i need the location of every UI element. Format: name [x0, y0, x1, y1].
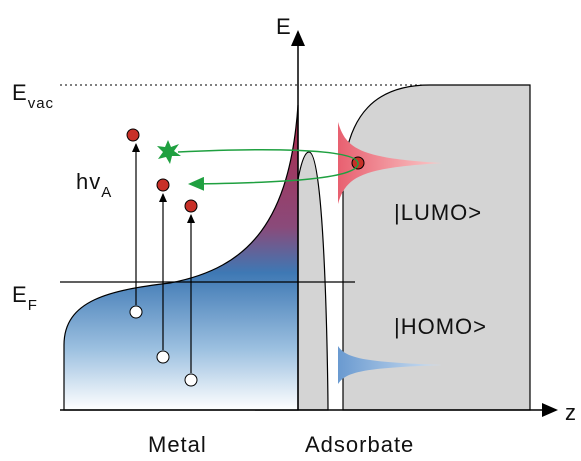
burst: [157, 140, 181, 164]
adsorbate-label: Adsorbate: [305, 432, 414, 457]
electron: [127, 129, 139, 141]
electron: [185, 200, 197, 212]
metal-label: Metal: [148, 432, 207, 457]
vacuum-label: Evac: [12, 80, 54, 112]
label-main: E: [12, 282, 28, 307]
diagram: E z Evac hvA EF |LUMO> |HOMO> Metal Adso…: [0, 0, 581, 461]
z-label: z: [565, 400, 577, 425]
hole: [185, 374, 197, 386]
fermi-label: EF: [12, 282, 38, 314]
metal-band: [64, 105, 298, 410]
photon-label: hvA: [76, 169, 112, 201]
label-main: hv: [76, 169, 101, 194]
label-sub: F: [28, 297, 38, 314]
transfer-arrow: [178, 150, 358, 184]
lumo-label: |LUMO>: [394, 200, 482, 225]
label-sub: vac: [28, 95, 54, 112]
hole: [130, 306, 142, 318]
hole: [157, 351, 169, 363]
label-main: E: [12, 80, 28, 105]
label-sub: A: [101, 184, 112, 201]
electron: [157, 179, 169, 191]
homo-label: |HOMO>: [394, 314, 487, 339]
energy-label: E: [276, 14, 292, 39]
